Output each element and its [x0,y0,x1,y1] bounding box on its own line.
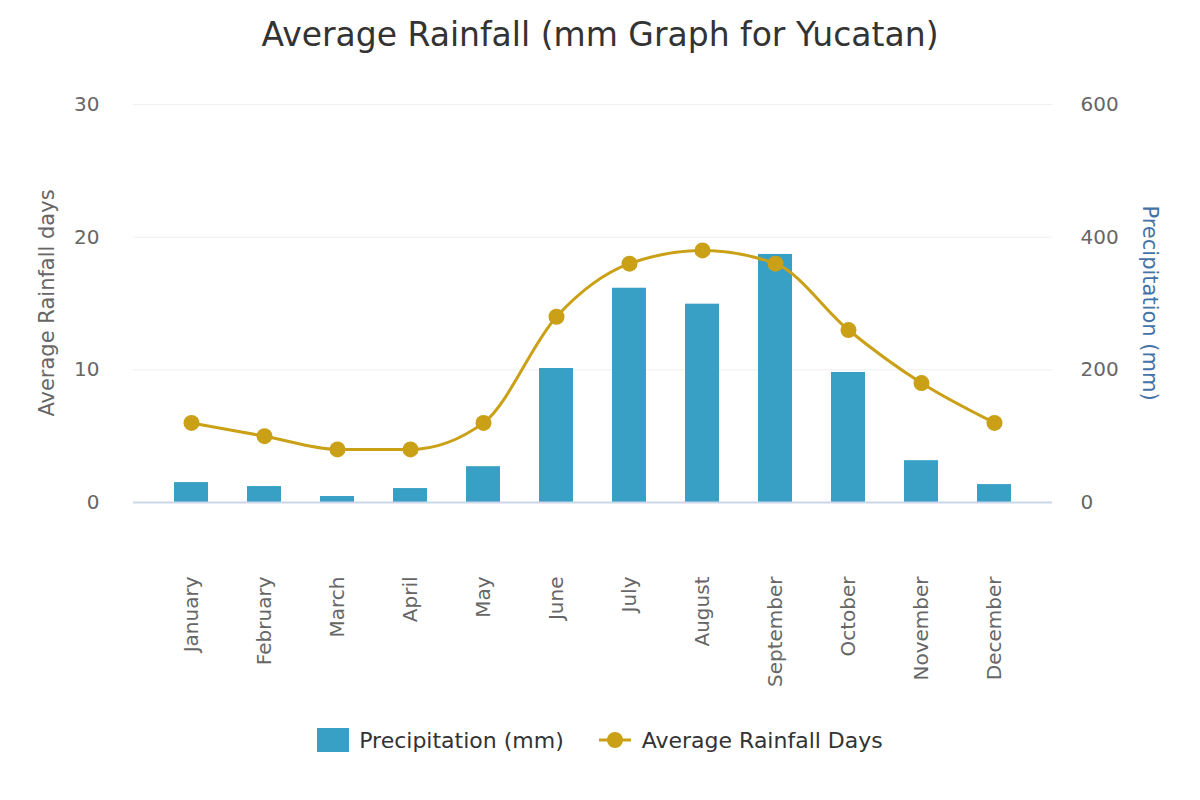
svg-text:October: October [836,576,860,657]
html-text:Average Rainfall (mm Graph for: Average Rainfall (mm Graph for Yucatan) [261,15,939,54]
svg-text:600: 600 [1081,92,1119,116]
html-text:Precipitation (mm): Precipitation (mm) [359,727,564,753]
svg-text:10: 10 [74,357,99,381]
svg-text:April: April [398,577,422,623]
svg-text:July: July [617,576,641,614]
svg-text:September: September [763,576,787,687]
html-text:Average Rainfall days: Average Rainfall days [35,189,59,417]
svg-text:December: December [982,576,1006,680]
svg-text:February: February [252,576,276,665]
html-text:Average Rainfall Days: Average Rainfall Days [641,727,883,753]
svg-text:November: November [909,576,933,681]
svg-text:May: May [471,576,495,618]
svg-text:30: 30 [74,92,99,116]
svg-text:June: June [544,577,568,623]
svg-text:20: 20 [74,225,99,249]
svg-text:January: January [179,576,203,654]
svg-text:0: 0 [87,490,100,514]
svg-text:0: 0 [1081,490,1094,514]
html-text:Precipitation (mm): Precipitation (mm) [1138,205,1162,401]
svg-text:March: March [325,577,349,638]
svg-text:August: August [690,576,714,646]
svg-text:200: 200 [1081,357,1119,381]
svg-text:400: 400 [1081,225,1119,249]
